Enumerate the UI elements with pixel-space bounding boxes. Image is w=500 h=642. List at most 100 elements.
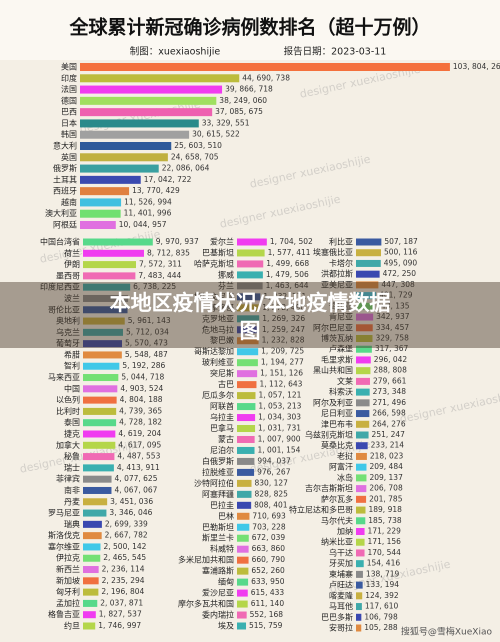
category-label: 捷克 [64,429,80,439]
category-label: 荷兰 [64,248,80,258]
bar [237,490,252,498]
value-label: 4, 728, 182 [119,418,162,427]
category-label: 尼泊尔 [210,445,234,455]
category-label: 菲律宾 [56,474,80,484]
bar [237,435,255,443]
value-label: 171, 229 [368,527,402,536]
category-label: 英国 [61,152,77,162]
value-label: 1, 259, 247 [262,325,305,334]
category-label: 阿联酋 [210,401,234,411]
category-label: 奥地利 [56,316,80,326]
bar [237,348,259,356]
category-label: 挪威 [218,269,234,279]
bar [83,441,116,449]
category-label: 新加坡 [56,575,80,585]
bar [80,119,199,128]
value-label: 8, 712, 835 [147,248,190,257]
value-label: 11, 401, 996 [124,209,172,218]
value-label: 500, 116 [384,248,418,257]
value-label: 830, 127 [255,478,289,487]
category-label: 摩洛哥 [210,302,234,312]
bar [237,260,264,268]
value-label: 1, 209, 725 [261,347,304,356]
bar [83,611,96,619]
category-label: 蒙古 [218,434,234,444]
banner-line: 本地区疫情状况/本地疫情数据 [110,291,391,315]
category-label: 约旦 [64,621,80,631]
bar [237,600,248,608]
category-label: 俄罗斯 [53,163,77,173]
category-label: 多米尼加共和国 [178,555,234,565]
watermark: designer xuexiaoshijie [219,193,342,231]
value-label: 1, 272, 490 [262,303,305,312]
bar [83,396,117,404]
bar [356,259,381,267]
category-label: 瑞典 [64,519,80,529]
value-label: 401, 729 [379,291,413,300]
value-label: 633, 950 [251,577,285,586]
value-label: 271, 496 [373,398,407,407]
category-label: 美国 [61,62,77,72]
bar [237,479,252,487]
bar [356,270,380,278]
category-label: 中国台湾省 [40,237,80,247]
bar [356,388,370,396]
bar [356,485,367,493]
bar [237,523,250,531]
bar [83,374,119,382]
bar [356,528,365,535]
value-label: 994, 037 [257,456,291,465]
chart-title: 全球累计新冠确诊病例数排名（超十万例） [68,16,430,39]
category-label: 哥伦比亚 [48,304,80,314]
bar [356,249,382,257]
value-label: 2, 500, 142 [104,542,147,551]
category-label: 古巴 [218,379,234,389]
bar [237,304,260,312]
value-label: 663, 860 [252,544,286,553]
category-label: 孟加拉 [56,598,80,608]
category-label: 巴西 [61,108,77,117]
value-label: 710, 693 [252,511,286,520]
bar [83,532,102,540]
category-label: 斯洛文尼亚 [194,291,234,301]
category-label: 乌拉圭 [210,412,234,422]
value-label: 138, 719 [366,569,400,578]
value-label: 103, 804, 263 [453,62,500,71]
header-bg [0,0,500,60]
value-label: 5, 961, 143 [128,316,171,325]
value-label: 37, 085, 675 [215,107,263,116]
category-label: 博茨瓦纳 [321,333,353,343]
bar [83,419,117,427]
category-label: 塞尔维亚 [48,541,80,551]
bar [83,509,107,517]
category-label: 印度 [61,73,77,83]
bar [83,283,131,291]
watermark: designer xuexiaoshijie [249,153,372,191]
category-label: 牙买加 [329,558,353,568]
bar [83,261,137,269]
category-label: 赞比亚 [329,301,353,311]
value-label: 2, 465, 545 [103,553,146,562]
value-label: 1, 151, 126 [260,369,303,378]
bar [83,588,99,596]
bar [356,463,367,471]
bar [356,581,363,589]
category-label: 科威特 [210,544,234,554]
category-label: 秘鲁 [64,451,80,461]
value-label: 611, 140 [251,599,285,608]
category-label: 西班牙 [53,186,77,196]
value-label: 17, 042, 722 [144,175,192,184]
bar [237,578,249,586]
category-label: 黑山共和国 [313,365,353,375]
bar [237,567,249,575]
bar [237,501,252,509]
category-label: 泰国 [64,417,80,427]
value-label: 4, 413, 911 [117,463,160,472]
banner-bg [0,282,500,348]
category-label: 阿富汗 [329,462,353,472]
bar [83,351,122,359]
category-label: 爱沙尼亚 [202,589,234,598]
value-label: 4, 804, 188 [120,395,163,404]
author: 制图：xuexiaoshijie [130,46,221,58]
bar [80,85,223,94]
